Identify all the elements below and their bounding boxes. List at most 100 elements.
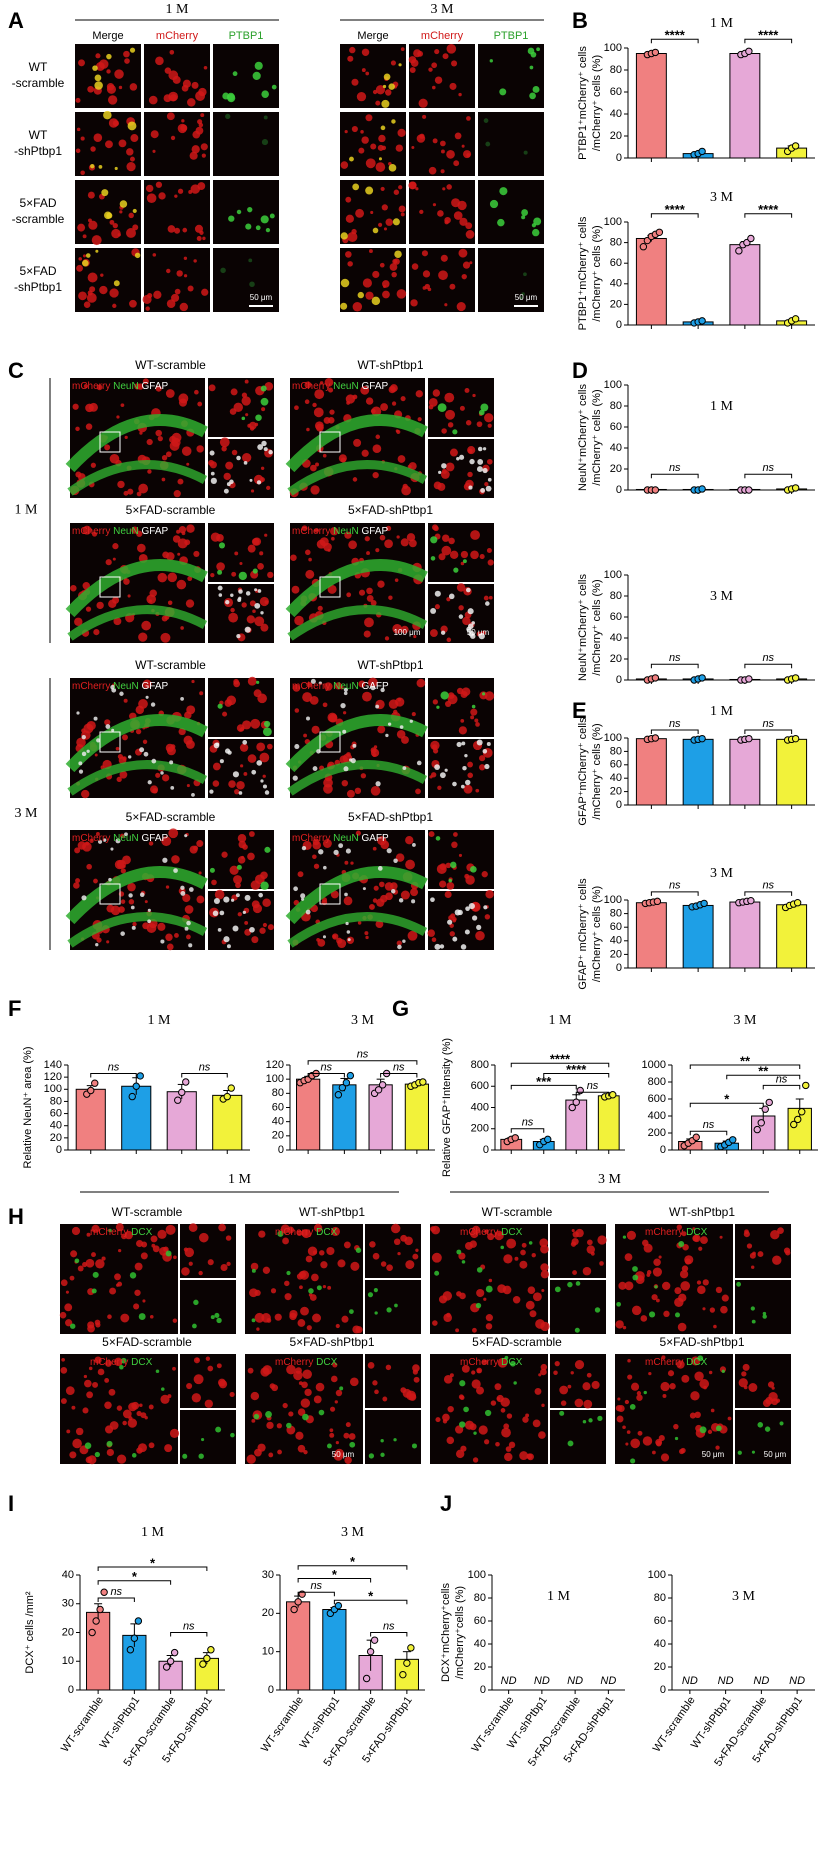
cell bbox=[402, 939, 406, 943]
cell bbox=[180, 124, 188, 132]
cell bbox=[96, 384, 103, 391]
bar bbox=[635, 237, 667, 326]
significance-bracket bbox=[650, 38, 699, 44]
y-tick-label: 0 bbox=[616, 799, 622, 811]
cell bbox=[372, 89, 378, 95]
cell bbox=[138, 1313, 146, 1320]
image-title: 5×FAD-scramble bbox=[102, 1335, 192, 1349]
cell bbox=[444, 392, 455, 403]
data-point bbox=[227, 1084, 235, 1092]
scale-bar-label: 100 μm bbox=[394, 628, 421, 637]
cell bbox=[98, 59, 109, 69]
cell bbox=[128, 755, 132, 759]
micrograph bbox=[478, 248, 544, 312]
cell bbox=[396, 940, 402, 946]
channel: DCX bbox=[131, 1227, 152, 1238]
significance-bracket bbox=[510, 1128, 545, 1133]
cell bbox=[488, 595, 493, 600]
cell bbox=[87, 1455, 97, 1465]
cell bbox=[343, 691, 348, 696]
significance-label: ns bbox=[320, 1061, 332, 1073]
cell bbox=[160, 771, 164, 775]
cell bbox=[147, 292, 153, 299]
cell bbox=[410, 888, 419, 897]
cell bbox=[147, 780, 152, 785]
channel-label: mCherry DCX bbox=[460, 1227, 523, 1238]
cell bbox=[297, 1319, 306, 1327]
cell bbox=[586, 1239, 593, 1246]
cell bbox=[123, 698, 128, 703]
cell bbox=[191, 1393, 202, 1403]
significance-bracket bbox=[689, 1064, 801, 1069]
cell bbox=[582, 1382, 591, 1391]
cell bbox=[459, 405, 465, 411]
cell bbox=[93, 878, 98, 884]
cell bbox=[233, 402, 243, 413]
cell bbox=[123, 578, 130, 585]
cell bbox=[276, 1423, 282, 1429]
cell bbox=[72, 1438, 82, 1449]
cell bbox=[242, 910, 246, 915]
cell bbox=[93, 133, 103, 142]
cell bbox=[262, 1266, 271, 1274]
significance-bracket bbox=[97, 1597, 135, 1602]
cell bbox=[434, 943, 441, 950]
cell bbox=[369, 249, 373, 253]
cell bbox=[442, 53, 449, 60]
column-label: Merge bbox=[357, 30, 388, 42]
cell bbox=[476, 924, 482, 930]
cell bbox=[155, 385, 162, 392]
cell bbox=[482, 467, 488, 474]
cell bbox=[368, 1453, 375, 1459]
cell bbox=[475, 1302, 482, 1309]
panel-letter: I bbox=[8, 1491, 14, 1516]
cell bbox=[136, 491, 142, 497]
cell bbox=[165, 389, 175, 398]
cell bbox=[84, 1379, 92, 1388]
panel-letter: G bbox=[392, 996, 409, 1021]
cell bbox=[370, 685, 376, 691]
y-tick-label: 0 bbox=[56, 1144, 62, 1156]
cell bbox=[463, 1406, 469, 1413]
cell bbox=[286, 1270, 291, 1276]
cell bbox=[390, 1223, 401, 1234]
cell bbox=[190, 184, 200, 194]
data-point bbox=[290, 1605, 298, 1614]
cell bbox=[369, 1241, 376, 1248]
cell bbox=[702, 1307, 706, 1311]
cell bbox=[178, 393, 189, 404]
cell bbox=[467, 772, 474, 779]
cell bbox=[341, 779, 349, 787]
cell bbox=[93, 629, 100, 636]
cell bbox=[707, 1429, 713, 1435]
cell bbox=[294, 708, 300, 713]
y-tick-label: 40 bbox=[272, 1116, 284, 1128]
cell bbox=[170, 786, 175, 790]
significance-bracket bbox=[762, 1084, 801, 1090]
data-point bbox=[378, 1081, 387, 1089]
cell bbox=[264, 533, 268, 537]
cell bbox=[476, 1386, 484, 1395]
cell bbox=[338, 454, 347, 463]
cell bbox=[709, 1307, 716, 1313]
cell bbox=[151, 758, 157, 764]
image-title: 5×FAD-shPtbp1 bbox=[289, 1335, 374, 1349]
cell bbox=[183, 274, 188, 278]
y-tick-label: 0 bbox=[616, 962, 622, 974]
channel-label: mCherry NeuN GFAP bbox=[72, 833, 168, 844]
cell bbox=[494, 1383, 502, 1391]
cell bbox=[431, 62, 438, 69]
cell bbox=[329, 1428, 334, 1433]
data-point bbox=[655, 228, 664, 237]
cell bbox=[196, 840, 204, 848]
cell bbox=[586, 1372, 592, 1378]
cell bbox=[90, 146, 96, 152]
cell bbox=[485, 1285, 493, 1293]
cell bbox=[379, 534, 386, 541]
cell bbox=[458, 614, 464, 619]
bar bbox=[296, 1078, 321, 1151]
cell bbox=[146, 193, 157, 203]
y-axis-label: GFAP⁺mCherry⁺ cells bbox=[577, 717, 589, 826]
cell bbox=[532, 1292, 542, 1302]
cell bbox=[268, 1452, 274, 1458]
